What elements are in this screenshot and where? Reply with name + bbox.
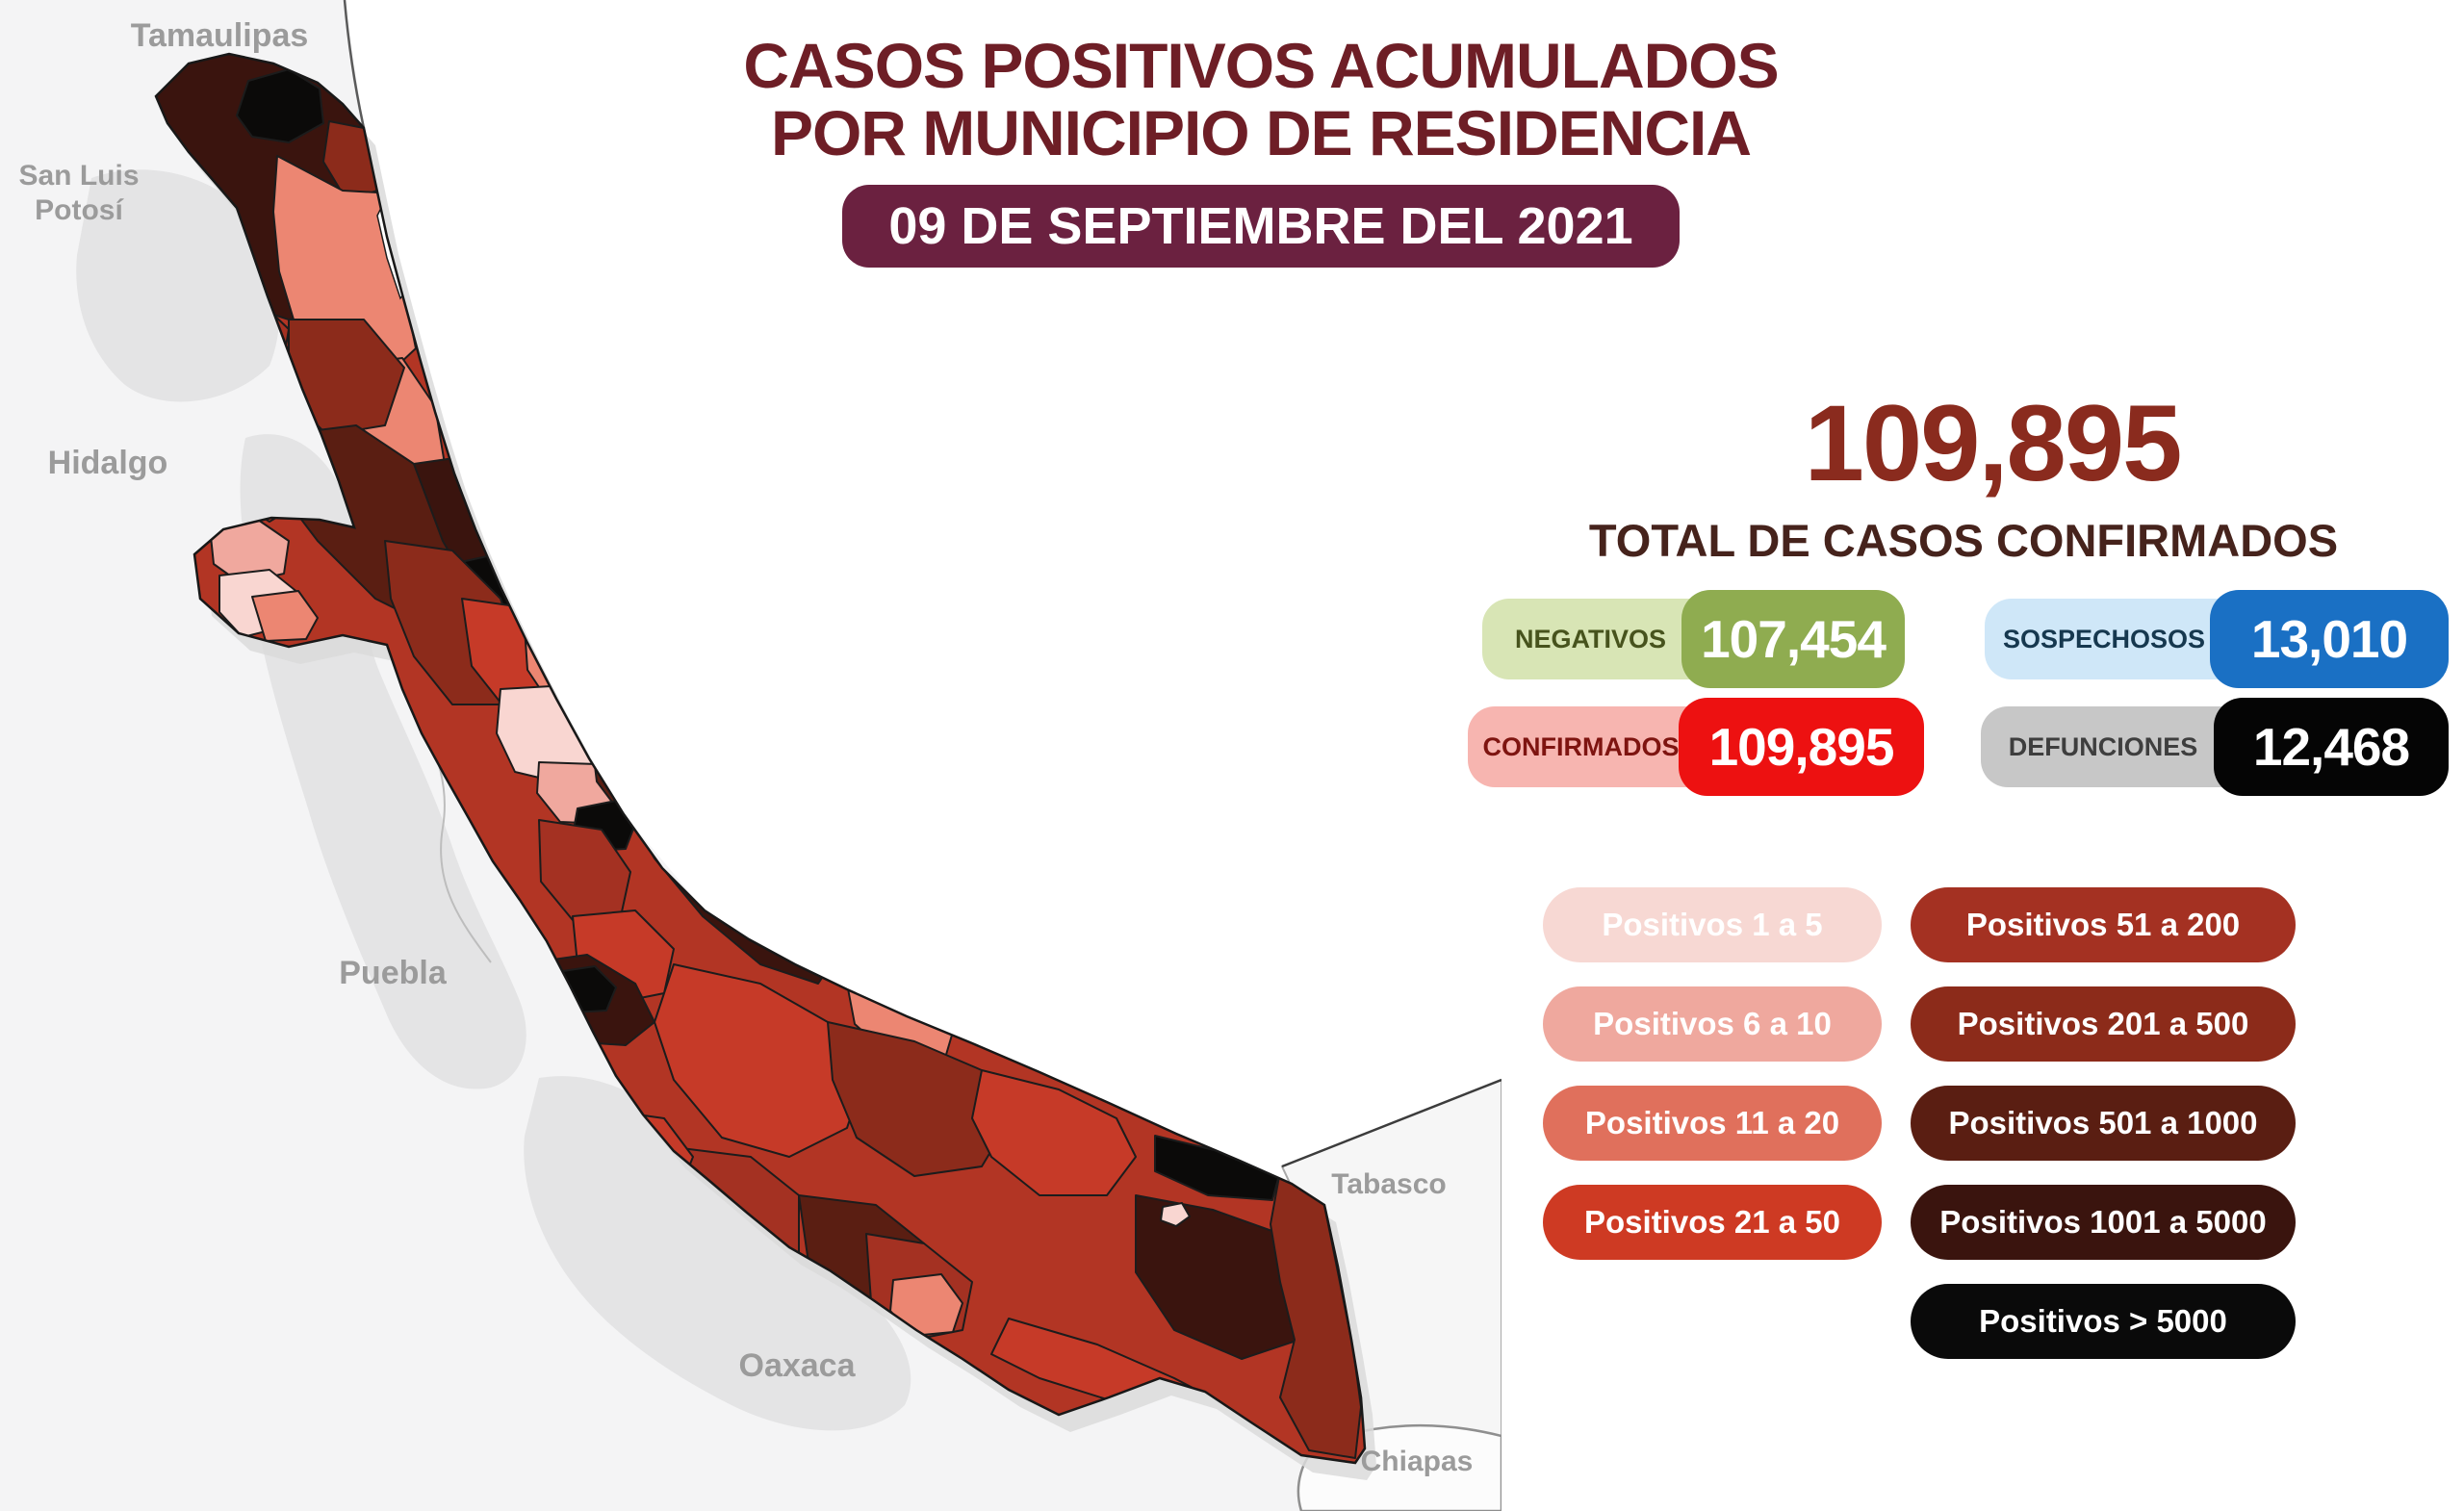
- total-confirmed-label: TOTAL DE CASOS CONFIRMADOS: [1588, 515, 2339, 566]
- veracruz-choropleth-map: Tamaulipas San Luis Potosí Hidalgo Puebl…: [0, 0, 1502, 1511]
- stat-negativos-label: NEGATIVOS: [1514, 624, 1667, 653]
- state-label-tabasco: Tabasco: [1331, 1168, 1447, 1200]
- header: CASOS POSITIVOS ACUMULADOS POR MUNICIPIO…: [712, 30, 1810, 268]
- neighbor-relief: [524, 1076, 911, 1431]
- legend-positivos-over-5000: Positivos > 5000: [1911, 1284, 2296, 1359]
- neighbor-relief: [76, 169, 280, 402]
- state-label-oaxaca: Oaxaca: [739, 1347, 857, 1384]
- legend-positivos-6-10: Positivos 6 a 10: [1543, 986, 1882, 1062]
- legend-positivos-51-200: Positivos 51 a 200: [1911, 887, 2296, 962]
- stat-sospechosos-label: SOSPECHOSOS: [2002, 624, 2206, 653]
- legend-positivos-501-1000: Positivos 501 a 1000: [1911, 1086, 2296, 1161]
- tabasco-coastline: [1281, 1078, 1502, 1168]
- legend-positivos-1001-5000: Positivos 1001 a 5000: [1911, 1185, 2296, 1260]
- state-label-chiapas: Chiapas: [1361, 1446, 1474, 1477]
- state-label-san-luis-line2: Potosí: [35, 194, 124, 226]
- date-badge: 09 DE SEPTIEMBRE DEL 2021: [842, 184, 1680, 268]
- state-label-san-luis-line1: San Luis: [18, 160, 139, 192]
- stat-negativos: NEGATIVOS 107,454: [1482, 590, 1905, 688]
- stat-defunciones-value: 12,468: [2214, 698, 2449, 796]
- stat-confirmados: CONFIRMADOS 109,895: [1468, 698, 1924, 796]
- stat-negativos-value: 107,454: [1681, 590, 1905, 688]
- page-title-line1: CASOS POSITIVOS ACUMULADOS: [743, 30, 1779, 101]
- stat-defunciones: DEFUNCIONES 12,468: [1981, 698, 2449, 796]
- page-title: CASOS POSITIVOS ACUMULADOS POR MUNICIPIO…: [712, 30, 1810, 168]
- stat-confirmados-label: CONFIRMADOS: [1482, 731, 1680, 761]
- legend-positivos-201-500: Positivos 201 a 500: [1911, 986, 2296, 1062]
- state-label-hidalgo: Hidalgo: [48, 445, 168, 481]
- stat-defunciones-label: DEFUNCIONES: [2008, 731, 2198, 761]
- page-title-line2: POR MUNICIPIO DE RESIDENCIA: [770, 96, 1752, 168]
- legend-positivos-1-5: Positivos 1 a 5: [1543, 887, 1882, 962]
- stat-sospechosos: SOSPECHOSOS 13,010: [1985, 590, 2449, 688]
- stat-confirmados-value: 109,895: [1679, 698, 1924, 796]
- stat-sospechosos-value: 13,010: [2210, 590, 2449, 688]
- state-label-tamaulipas: Tamaulipas: [131, 17, 309, 54]
- tamaulipas-coastline: [343, 0, 366, 129]
- state-label-puebla: Puebla: [339, 955, 448, 991]
- total-confirmed-value: 109,895: [1804, 383, 2183, 503]
- legend-positivos-11-20: Positivos 11 a 20: [1543, 1086, 1882, 1161]
- legend-positivos-21-50: Positivos 21 a 50: [1543, 1185, 1882, 1260]
